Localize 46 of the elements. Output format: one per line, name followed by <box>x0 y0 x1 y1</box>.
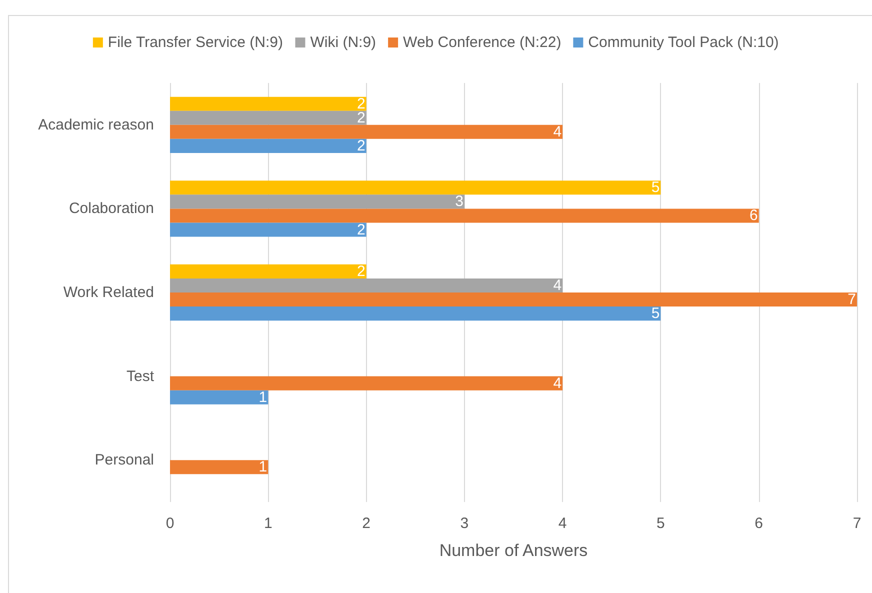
x-tick-label: 0 <box>166 515 174 532</box>
y-tick-label: Work Related <box>63 284 154 301</box>
data-label: 4 <box>553 276 562 294</box>
bar <box>170 194 464 209</box>
bar <box>170 96 366 111</box>
data-label: 5 <box>651 179 660 196</box>
bar <box>170 110 366 125</box>
legend-label: Community Tool Pack (N:10) <box>588 34 779 51</box>
data-label: 2 <box>356 262 366 280</box>
data-label: 3 <box>455 193 464 210</box>
bar <box>170 292 857 307</box>
x-tick-label: 4 <box>558 515 567 532</box>
data-label: 1 <box>258 388 268 406</box>
data-label: 1 <box>258 458 268 476</box>
bar <box>170 376 563 390</box>
y-tick-label: Personal <box>94 452 154 469</box>
legend-label: Wiki (N:9) <box>310 34 376 51</box>
y-tick-label: Colaboration <box>68 200 154 218</box>
bar <box>170 180 661 195</box>
bar <box>170 460 268 474</box>
bar <box>170 264 366 278</box>
data-label: 4 <box>553 123 562 140</box>
data-label: 5 <box>651 305 660 322</box>
bar <box>170 138 366 153</box>
data-label: 2 <box>356 221 366 238</box>
data-label: 4 <box>553 374 562 392</box>
data-label: 2 <box>356 137 366 154</box>
legend-label: File Transfer Service (N:9) <box>108 34 283 51</box>
x-tick-label: 1 <box>264 515 272 532</box>
bar <box>170 278 563 292</box>
data-label: 7 <box>848 291 856 308</box>
data-label: 6 <box>750 207 758 224</box>
x-tick-label: 7 <box>852 515 862 532</box>
x-tick-label: 3 <box>460 515 469 532</box>
bar <box>170 124 563 139</box>
bar <box>170 222 366 237</box>
legend-label: Web Conference (N:22) <box>403 34 562 51</box>
y-tick-label: Academic reason <box>38 116 154 134</box>
x-tick-label: 2 <box>362 515 370 532</box>
bar <box>170 390 268 404</box>
y-tick-label: Test <box>126 368 155 385</box>
x-tick-label: 5 <box>656 515 665 532</box>
bar <box>170 208 759 223</box>
x-axis-title: Number of Answers <box>439 541 588 560</box>
bar <box>170 306 661 321</box>
x-tick-label: 6 <box>754 515 764 532</box>
